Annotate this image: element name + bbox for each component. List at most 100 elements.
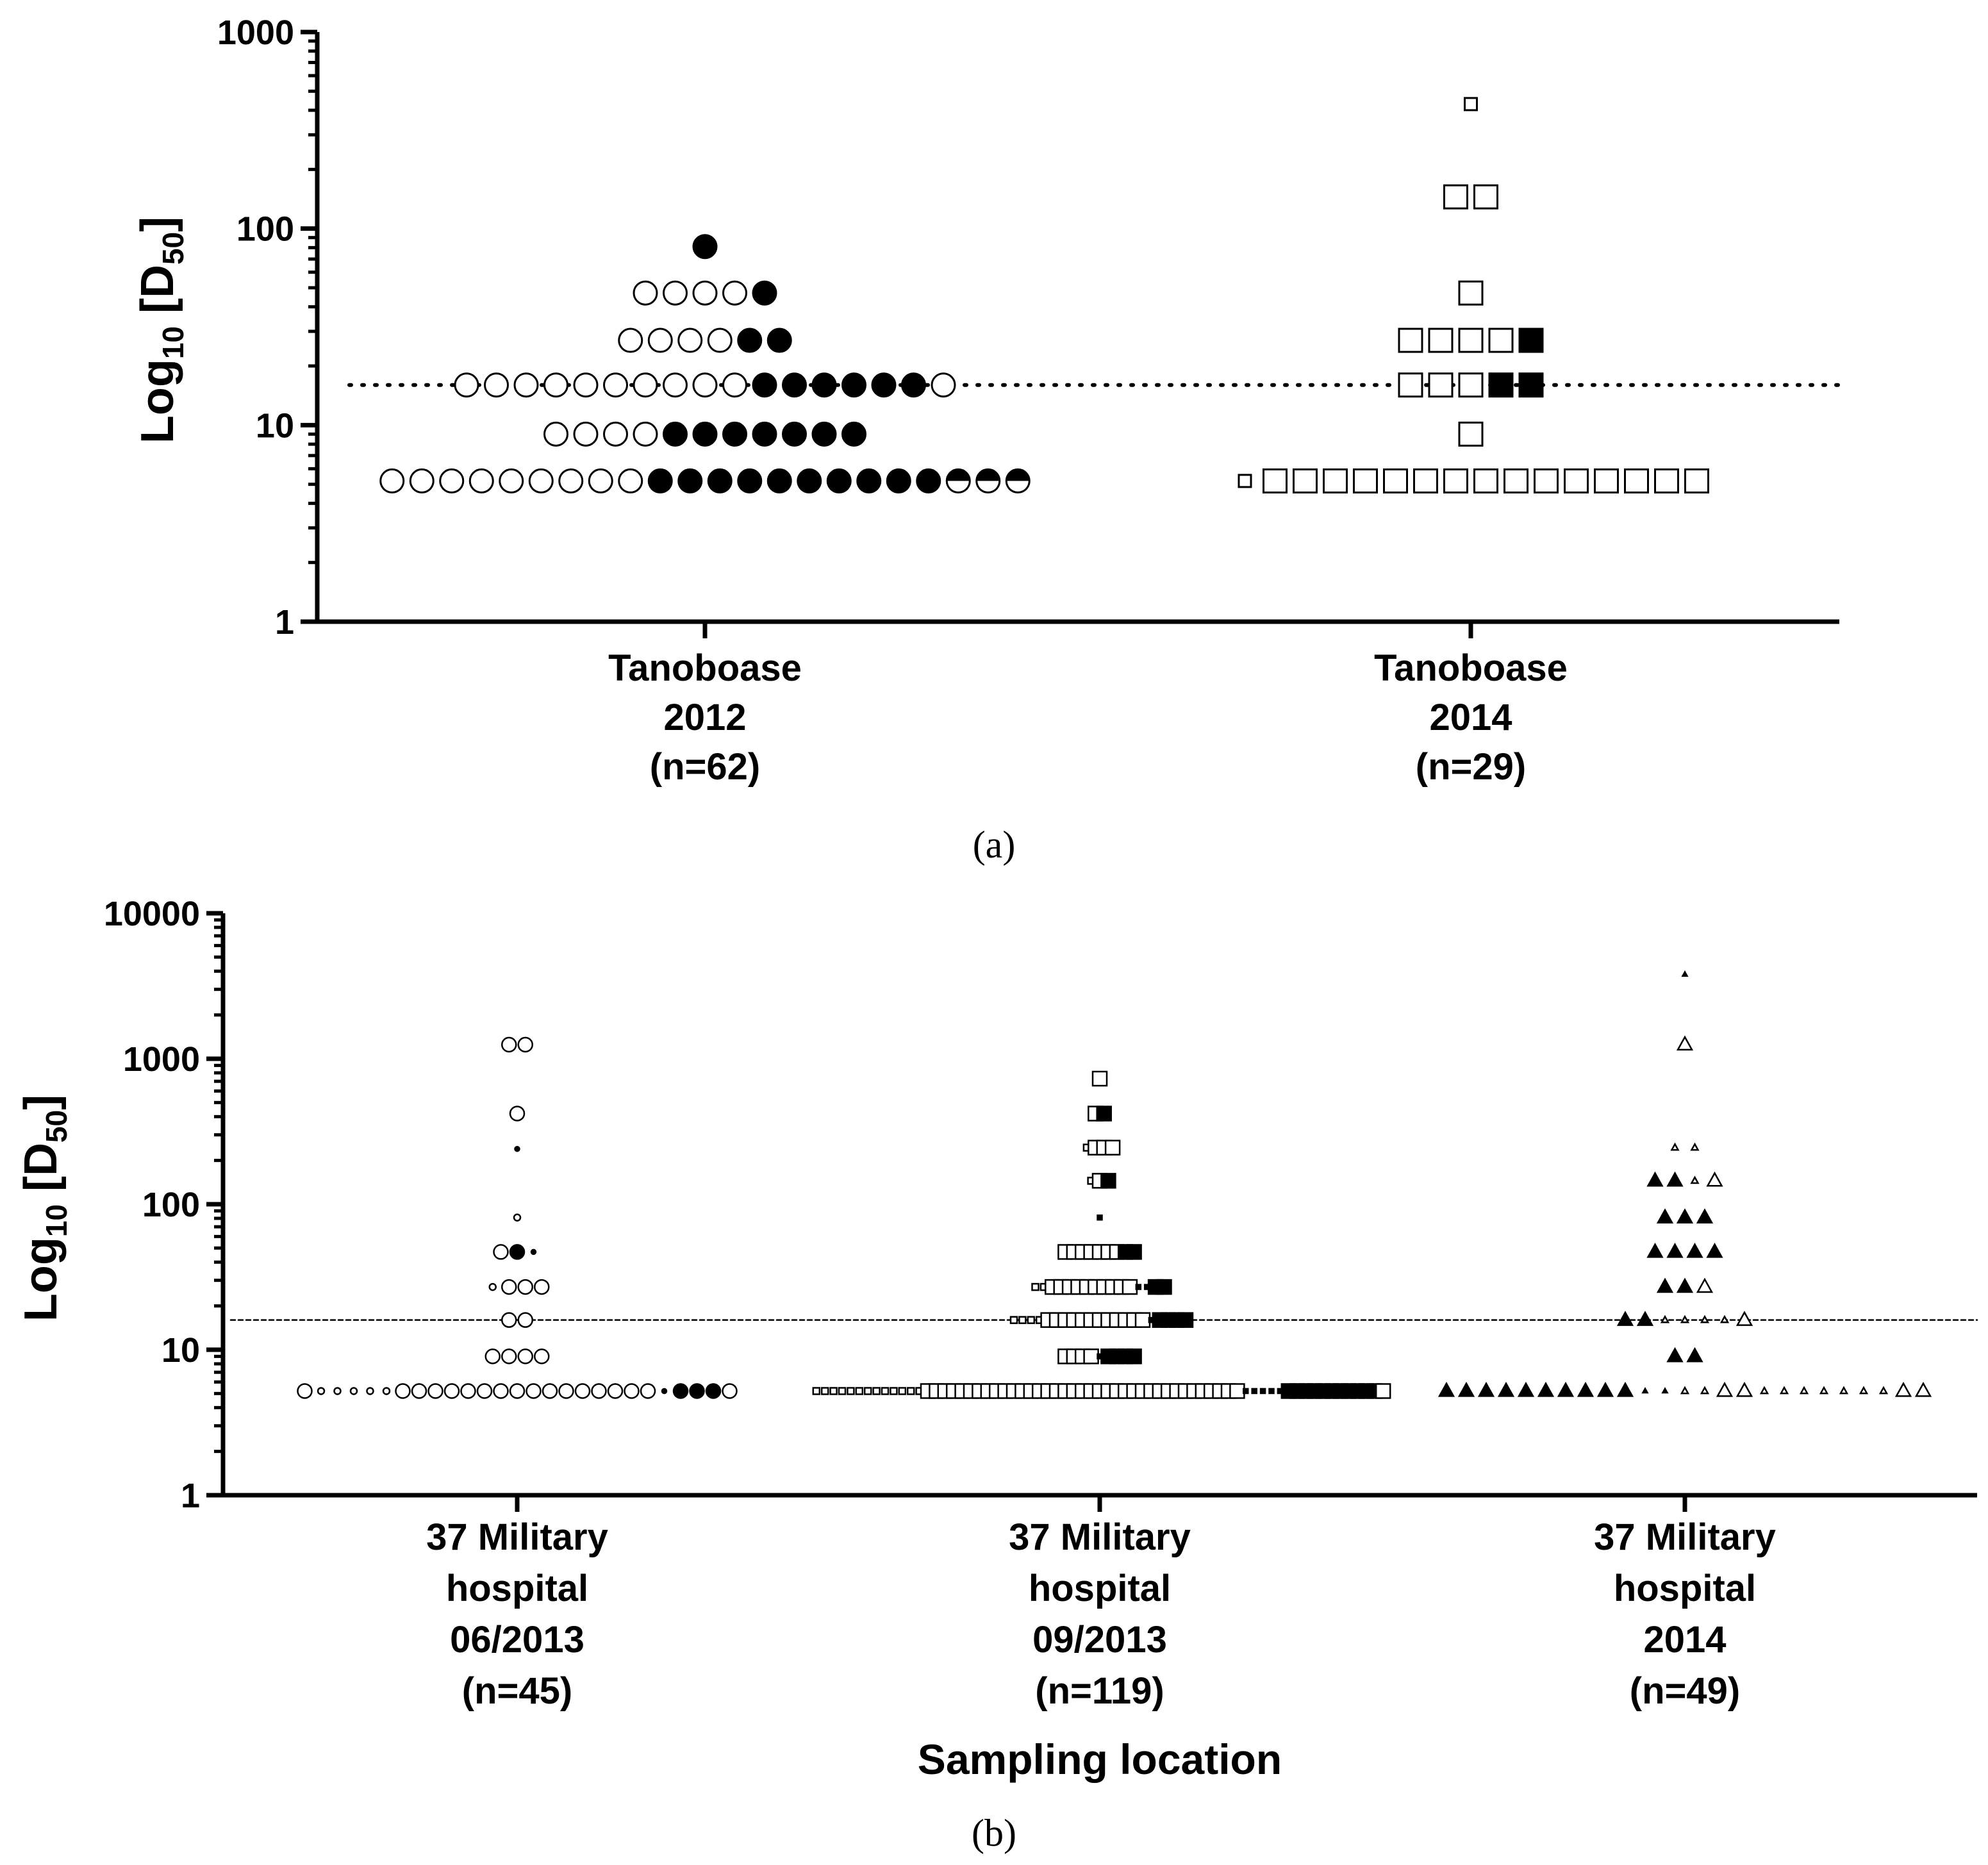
data-point-triangle — [1878, 1386, 1889, 1395]
data-point-circle — [542, 1383, 558, 1399]
x-category-label: 37 Military — [426, 1516, 608, 1558]
data-point-triangle — [1706, 1242, 1723, 1258]
y-tick-label: 1000 — [123, 1040, 200, 1079]
y-tick-label: 10000 — [104, 895, 200, 933]
data-point-circle — [333, 1387, 342, 1395]
data-point-circle — [476, 1383, 493, 1399]
data-point-circle — [752, 372, 777, 398]
data-point-triangle — [1616, 1382, 1634, 1397]
data-point-square — [1096, 1106, 1112, 1122]
data-point-square — [847, 1387, 855, 1395]
data-point-circle — [573, 421, 599, 447]
data-point-circle — [501, 1279, 517, 1295]
data-point-triangle — [1457, 1382, 1475, 1397]
data-point-circle — [722, 372, 747, 398]
data-point-circle — [886, 468, 911, 493]
data-point-circle — [931, 372, 956, 398]
data-point-circle — [513, 1213, 522, 1222]
data-point-triangle — [1680, 1386, 1690, 1395]
data-point-circle — [468, 468, 494, 493]
data-point-circle — [811, 421, 837, 447]
data-point-circle — [409, 468, 435, 493]
data-point-circle — [633, 372, 658, 398]
data-point-circle — [766, 327, 792, 353]
data-point-circle — [484, 372, 509, 398]
data-point-square — [1428, 372, 1454, 398]
data-point-triangle — [1641, 1387, 1649, 1394]
data-point-circle — [707, 327, 733, 353]
data-point-circle — [672, 1383, 689, 1399]
data-point-triangle — [1656, 1277, 1674, 1293]
x-category-label: hospital — [1614, 1568, 1756, 1609]
data-point-triangle — [1680, 1314, 1690, 1323]
data-point-circle — [297, 1383, 313, 1399]
data-point-circle — [558, 468, 584, 493]
data-point-circle — [722, 421, 747, 447]
data-point-square — [1458, 280, 1484, 306]
data-point-circle — [501, 1348, 517, 1364]
data-point-circle — [530, 1248, 537, 1256]
data-point-square — [1413, 468, 1438, 493]
data-point-square — [1126, 1348, 1142, 1364]
data-point-circle — [618, 468, 643, 493]
data-point-square — [1458, 372, 1484, 398]
data-point-square — [812, 1387, 821, 1395]
data-point-square — [1251, 1388, 1257, 1395]
data-point-circle — [663, 421, 688, 447]
data-point-triangle — [1616, 1311, 1634, 1326]
data-point-square — [1383, 468, 1408, 493]
data-point-circle — [349, 1387, 358, 1395]
data-point-circle — [460, 1383, 476, 1399]
data-point-triangle — [1914, 1382, 1932, 1397]
data-point-square — [1097, 1214, 1103, 1221]
x-category-label: (n=119) — [1035, 1670, 1164, 1712]
data-point-circle — [439, 468, 465, 493]
data-point-triangle — [1819, 1386, 1829, 1395]
data-point-square — [1018, 1316, 1027, 1324]
data-point-circle — [528, 468, 554, 493]
data-point-circle — [811, 372, 837, 398]
data-point-triangle — [1690, 1175, 1700, 1184]
data-point-circle — [603, 421, 628, 447]
data-point-square — [1259, 1388, 1266, 1395]
panel-a-y-axis-label: Log10 [D50] — [132, 217, 190, 443]
data-point-triangle — [1700, 1314, 1710, 1323]
data-point-triangle — [1799, 1386, 1809, 1395]
x-category-label: 2014 — [1643, 1619, 1726, 1661]
data-point-triangle — [1666, 1347, 1684, 1363]
data-point-triangle — [1894, 1382, 1912, 1397]
x-category-label: (n=29) — [1416, 746, 1526, 788]
data-point-triangle — [1700, 1386, 1710, 1395]
data-point-square — [1134, 1312, 1151, 1328]
y-tick-label: 10 — [162, 1331, 200, 1370]
data-point-triangle — [1681, 970, 1689, 977]
data-point-square — [1518, 327, 1544, 353]
data-point-square — [855, 1387, 864, 1395]
data-point-square — [1443, 468, 1468, 493]
data-point-circle — [513, 372, 539, 398]
data-point-square — [1684, 468, 1709, 493]
data-point-half-fill — [1006, 469, 1030, 481]
data-point-square — [1473, 468, 1498, 493]
data-point-square — [1238, 474, 1252, 488]
data-point-circle — [707, 468, 733, 493]
y-tick-label: 100 — [236, 210, 294, 249]
data-point-circle — [517, 1348, 533, 1364]
data-point-circle — [752, 280, 777, 306]
data-point-triangle — [1719, 1314, 1730, 1323]
data-point-circle — [395, 1383, 411, 1399]
data-point-triangle — [1859, 1386, 1869, 1395]
data-point-circle — [573, 372, 599, 398]
data-point-circle — [493, 1244, 509, 1260]
data-point-circle — [633, 421, 658, 447]
x-category-label: 2012 — [663, 697, 746, 738]
data-point-circle — [841, 421, 866, 447]
x-category-label: Tanoboase — [1374, 647, 1568, 689]
data-point-triangle — [1686, 1242, 1703, 1258]
data-point-triangle — [1735, 1311, 1753, 1326]
data-point-square — [820, 1387, 829, 1395]
data-point-square — [863, 1387, 872, 1395]
data-point-square — [1375, 1383, 1391, 1399]
data-point-triangle — [1735, 1382, 1753, 1397]
data-point-circle — [752, 421, 777, 447]
